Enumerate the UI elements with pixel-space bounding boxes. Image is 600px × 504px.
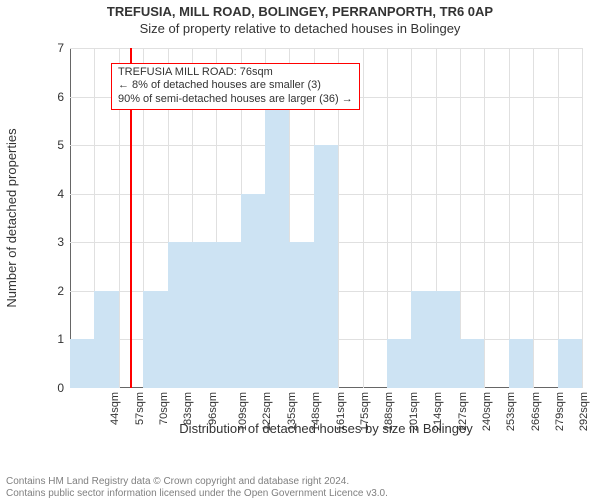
histogram-bar <box>265 97 289 388</box>
y-tick-label: 2 <box>57 284 64 298</box>
histogram-bar <box>411 291 435 388</box>
histogram-bar <box>436 291 460 388</box>
gridline-vertical <box>533 48 534 388</box>
gridline-vertical <box>363 48 364 388</box>
page-title: TREFUSIA, MILL ROAD, BOLINGEY, PERRANPOR… <box>0 4 600 19</box>
y-tick-label: 5 <box>57 138 64 152</box>
histogram-bar <box>168 242 192 388</box>
histogram-bar <box>509 339 533 388</box>
footer-line-1: Contains HM Land Registry data © Crown c… <box>6 476 388 488</box>
x-axis-label: Distribution of detached houses by size … <box>70 421 582 436</box>
gridline-vertical <box>387 48 388 388</box>
gridline-vertical <box>460 48 461 388</box>
histogram-bar <box>192 242 216 388</box>
annotation-line: TREFUSIA MILL ROAD: 76sqm <box>118 66 353 80</box>
gridline-vertical <box>582 48 583 388</box>
histogram-bar <box>289 242 313 388</box>
histogram-bar <box>70 339 94 388</box>
histogram-bar <box>216 242 240 388</box>
y-axis-label: Number of detached properties <box>4 48 19 388</box>
page-subtitle: Size of property relative to detached ho… <box>0 21 600 36</box>
y-tick-label: 4 <box>57 187 64 201</box>
histogram-bar <box>558 339 582 388</box>
histogram-bar <box>94 291 118 388</box>
histogram-bar <box>387 339 411 388</box>
gridline-horizontal <box>70 48 582 49</box>
annotation-line: 90% of semi-detached houses are larger (… <box>118 93 353 107</box>
y-axis-line <box>70 48 71 388</box>
y-tick-label: 6 <box>57 90 64 104</box>
y-tick-label: 3 <box>57 235 64 249</box>
y-tick-label: 1 <box>57 332 64 346</box>
plot-area: 0123456744sqm57sqm70sqm83sqm96sqm109sqm1… <box>70 48 582 388</box>
y-tick-label: 7 <box>57 41 64 55</box>
histogram-bar <box>314 145 338 388</box>
y-tick-label: 0 <box>57 381 64 395</box>
gridline-vertical <box>509 48 510 388</box>
histogram-bar <box>460 339 484 388</box>
gridline-vertical <box>484 48 485 388</box>
annotation-line: ← 8% of detached houses are smaller (3) <box>118 79 353 93</box>
histogram-bar <box>143 291 167 388</box>
histogram-bar <box>241 194 265 388</box>
annotation-box: TREFUSIA MILL ROAD: 76sqm← 8% of detache… <box>111 63 360 110</box>
chart-container: Number of detached properties 0123456744… <box>30 48 590 436</box>
footer-line-2: Contains public sector information licen… <box>6 488 388 500</box>
footer-attribution: Contains HM Land Registry data © Crown c… <box>6 476 388 500</box>
gridline-vertical <box>558 48 559 388</box>
